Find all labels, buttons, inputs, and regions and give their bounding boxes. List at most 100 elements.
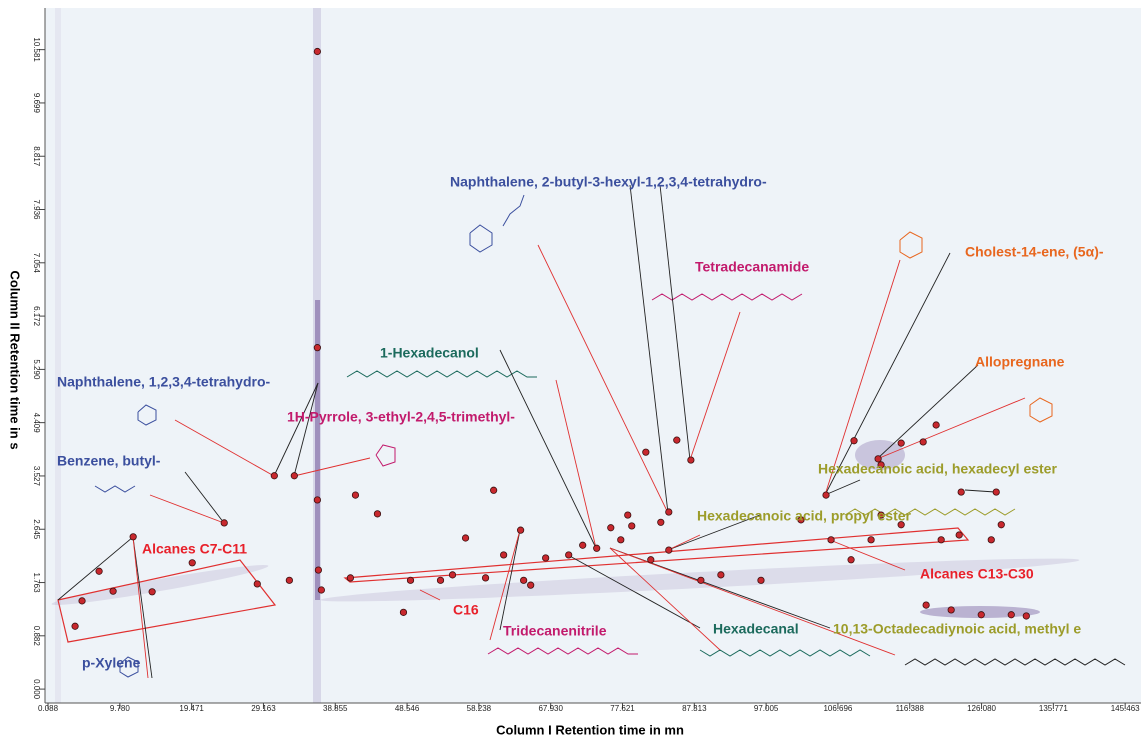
peak (992, 488, 1000, 496)
peak (673, 436, 681, 444)
peak (346, 574, 355, 582)
leader-line (667, 514, 761, 551)
peak (947, 606, 955, 614)
annotation: 1-Hexadecanol (380, 345, 479, 361)
peak (490, 486, 498, 494)
leader-line (273, 382, 319, 477)
peak (188, 559, 196, 567)
peak (628, 522, 636, 530)
peak (448, 571, 457, 579)
peak (665, 508, 673, 516)
peak (922, 601, 930, 609)
peak (932, 421, 940, 429)
leader-line (829, 539, 906, 571)
peak (897, 521, 905, 529)
peak (71, 622, 79, 630)
peak (647, 556, 655, 564)
peak (867, 536, 875, 544)
peak (874, 455, 882, 463)
peak (351, 491, 360, 499)
leader-line (174, 419, 275, 477)
peak (987, 536, 995, 544)
peak (565, 551, 573, 559)
peak (937, 536, 945, 544)
x-axis-title: Column I Retention time in mn (496, 722, 684, 737)
peak (313, 47, 321, 56)
peak (399, 608, 408, 616)
annotation: C16 (453, 602, 479, 618)
annotation: p-Xylene (82, 655, 141, 671)
leader-line (293, 382, 319, 477)
leader-line (689, 311, 741, 461)
leader-line (876, 397, 1026, 460)
annotation: 1H-Pyrrole, 3-ethyl-2,4,5-trimethyl- (287, 409, 515, 425)
peak (717, 571, 725, 579)
peak (665, 546, 673, 554)
y-tick-label: 10.581 (32, 37, 41, 62)
leader-line (537, 244, 669, 514)
leader-line (609, 547, 721, 651)
annotation: 10,13-Octadecadiynoic acid, methyl e (833, 621, 1081, 637)
peak (109, 587, 117, 595)
y-tick-label: 4.409 (32, 413, 41, 434)
leader-line (629, 184, 669, 514)
annotation: Alcanes C7-C11 (142, 541, 247, 557)
peak (642, 448, 650, 456)
peak (955, 531, 963, 539)
y-tick-label: 5.290 (32, 359, 41, 380)
annotation: Naphthalene, 2-butyl-3-hexyl-1,2,3,4-tet… (450, 174, 767, 190)
peak (373, 510, 382, 518)
peak (520, 576, 528, 584)
x-tick-label: 126.080 (967, 704, 996, 713)
peak (517, 526, 525, 534)
peak (285, 576, 293, 584)
peak (542, 554, 550, 562)
y-tick-label: 8.817 (32, 146, 41, 167)
peak (317, 586, 325, 594)
x-tick-label: 77.621 (610, 704, 635, 713)
x-tick-label: 19.471 (179, 704, 204, 713)
x-tick-label: 9.780 (110, 704, 131, 713)
peak (827, 536, 835, 544)
peak (997, 521, 1005, 529)
plot-area (45, 8, 1141, 703)
peak (500, 551, 508, 559)
x-tick-label: 116.388 (896, 704, 925, 713)
leader-line (659, 184, 691, 461)
peak (527, 581, 535, 589)
leader-line (184, 471, 225, 524)
annotation: Naphthalene, 1,2,3,4-tetrahydro- (57, 374, 271, 390)
y-tick-label: 6.172 (32, 306, 41, 327)
leader-line (555, 379, 597, 549)
peak (847, 556, 855, 564)
peak (253, 580, 261, 588)
y-tick-label: 0.000 (32, 679, 41, 700)
peak (697, 576, 705, 584)
peak (78, 597, 86, 605)
peak (624, 511, 632, 519)
leader-line (132, 536, 149, 679)
leader-line (876, 364, 979, 460)
peak (148, 588, 156, 596)
x-tick-label: 145.463 (1111, 704, 1140, 713)
peak (897, 439, 905, 447)
peak (314, 566, 323, 574)
annotation: Hexadecanoic acid, hexadecyl ester (818, 461, 1057, 477)
peak (757, 576, 765, 584)
peak (797, 516, 805, 524)
leader-line (293, 457, 371, 477)
y-tick-label: 3.527 (32, 466, 41, 487)
leader-line (824, 479, 861, 496)
leader-line (567, 554, 701, 629)
peak (270, 472, 278, 480)
peak (313, 496, 321, 504)
peak (129, 533, 137, 541)
x-tick-label: 0.088 (38, 704, 59, 713)
y-tick-label: 7.054 (32, 253, 41, 274)
peak (1022, 612, 1030, 620)
peak (1007, 611, 1015, 619)
peak (957, 488, 965, 496)
leader-line (964, 489, 996, 493)
leader-line (132, 536, 153, 679)
peak (877, 461, 885, 469)
